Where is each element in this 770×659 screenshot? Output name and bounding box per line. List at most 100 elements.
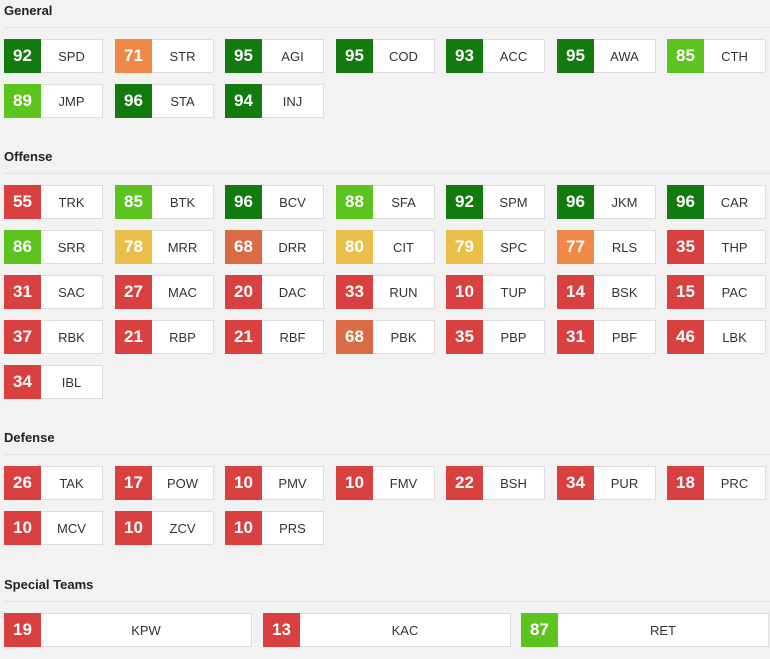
attribute-label: ACC [499, 48, 528, 64]
rating-value: 92 [4, 39, 41, 73]
attribute-tile-mrr: 78 MRR [115, 230, 214, 264]
attribute-label: TAK [59, 475, 84, 491]
rating-value: 37 [4, 320, 41, 354]
attribute-label: STA [170, 93, 195, 109]
rating-value: 34 [557, 466, 594, 500]
attribute-label: BCV [279, 194, 306, 210]
attribute-tile-trk: 55 TRK [4, 185, 103, 219]
attribute-tile-spd: 92 SPD [4, 39, 103, 73]
rating-value: 94 [225, 84, 262, 118]
section-title: Offense [4, 149, 53, 164]
attribute-label: RBF [279, 329, 306, 345]
attribute-tile-cod: 95 COD [336, 39, 435, 73]
attribute-label: PBP [500, 329, 527, 345]
attribute-label: PBK [390, 329, 417, 345]
rating-value: 27 [115, 275, 152, 309]
attribute-label: IBL [61, 374, 82, 390]
attribute-tile-sac: 31 SAC [4, 275, 103, 309]
attribute-label: RET [650, 622, 676, 638]
attribute-tile-pur: 34 PUR [557, 466, 656, 500]
attribute-tile-ret: 87 RET [521, 613, 769, 647]
rating-value: 95 [336, 39, 373, 73]
attribute-label: PRS [279, 520, 306, 536]
attribute-tile-str: 71 STR [115, 39, 214, 73]
attribute-tile-pmv: 10 PMV [225, 466, 324, 500]
attribute-tile-bsh: 22 BSH [446, 466, 545, 500]
attribute-label: BSK [611, 284, 638, 300]
rating-value: 34 [4, 365, 41, 399]
attribute-tile-sta: 96 STA [115, 84, 214, 118]
rating-value: 20 [225, 275, 262, 309]
attribute-tile-fmv: 10 FMV [336, 466, 435, 500]
rating-value: 96 [225, 185, 262, 219]
rating-value: 46 [667, 320, 704, 354]
attribute-tile-cth: 85 CTH [667, 39, 766, 73]
rating-value: 10 [446, 275, 483, 309]
attribute-tile-mac: 27 MAC [115, 275, 214, 309]
attribute-tile-bsk: 14 BSK [557, 275, 656, 309]
section-divider [4, 454, 770, 455]
rating-value: 96 [115, 84, 152, 118]
attribute-label: PMV [278, 475, 307, 491]
attribute-tile-pow: 17 POW [115, 466, 214, 500]
rating-value: 68 [336, 320, 373, 354]
attribute-tile-jmp: 89 JMP [4, 84, 103, 118]
attribute-label: RBK [58, 329, 85, 345]
section-title: General [4, 3, 53, 18]
rating-value: 13 [263, 613, 300, 647]
rating-value: 18 [667, 466, 704, 500]
section-divider [4, 173, 770, 174]
rating-value: 22 [446, 466, 483, 500]
rating-value: 88 [336, 185, 373, 219]
attribute-tile-prc: 18 PRC [667, 466, 766, 500]
rating-value: 77 [557, 230, 594, 264]
section-divider [4, 601, 770, 602]
attribute-label: INJ [282, 93, 303, 109]
attribute-tile-btk: 85 BTK [115, 185, 214, 219]
rating-value: 86 [4, 230, 41, 264]
attribute-tile-rbk: 37 RBK [4, 320, 103, 354]
attribute-tile-prs: 10 PRS [225, 511, 324, 545]
rating-value: 78 [115, 230, 152, 264]
rating-value: 85 [115, 185, 152, 219]
attribute-tile-spc: 79 SPC [446, 230, 545, 264]
rating-value: 10 [4, 511, 41, 545]
attribute-label: COD [389, 48, 418, 64]
attribute-label: CTH [721, 48, 748, 64]
attribute-tile-acc: 93 ACC [446, 39, 545, 73]
attribute-tile-kpw: 19 KPW [4, 613, 252, 647]
rating-value: 10 [225, 511, 262, 545]
rating-value: 15 [667, 275, 704, 309]
rating-value: 89 [4, 84, 41, 118]
rating-value: 10 [336, 466, 373, 500]
attribute-label: RLS [611, 239, 638, 255]
attribute-label: BTK [169, 194, 196, 210]
attribute-tile-srr: 86 SRR [4, 230, 103, 264]
attribute-tile-pbk: 68 PBK [336, 320, 435, 354]
attribute-label: PBF [611, 329, 638, 345]
attribute-tile-run: 33 RUN [336, 275, 435, 309]
attribute-label: SRR [57, 239, 86, 255]
rating-value: 10 [225, 466, 262, 500]
attribute-label: THP [721, 239, 748, 255]
attribute-label: FMV [389, 475, 418, 491]
rating-value: 95 [557, 39, 594, 73]
attribute-tile-awa: 95 AWA [557, 39, 656, 73]
rating-value: 21 [115, 320, 152, 354]
rating-value: 92 [446, 185, 483, 219]
attribute-tile-pbp: 35 PBP [446, 320, 545, 354]
attribute-tile-ibl: 34 IBL [4, 365, 103, 399]
attribute-label: MRR [167, 239, 198, 255]
attribute-label: SPD [58, 48, 85, 64]
rating-value: 10 [115, 511, 152, 545]
attribute-label: SPM [499, 194, 528, 210]
attribute-tile-kac: 13 KAC [263, 613, 511, 647]
rating-value: 96 [557, 185, 594, 219]
attribute-tile-zcv: 10 ZCV [115, 511, 214, 545]
attribute-label: KPW [131, 622, 161, 638]
rating-value: 96 [667, 185, 704, 219]
attribute-label: RBP [169, 329, 196, 345]
attribute-label: PAC [721, 284, 748, 300]
attribute-label: ZCV [169, 520, 196, 536]
attribute-label: STR [169, 48, 196, 64]
